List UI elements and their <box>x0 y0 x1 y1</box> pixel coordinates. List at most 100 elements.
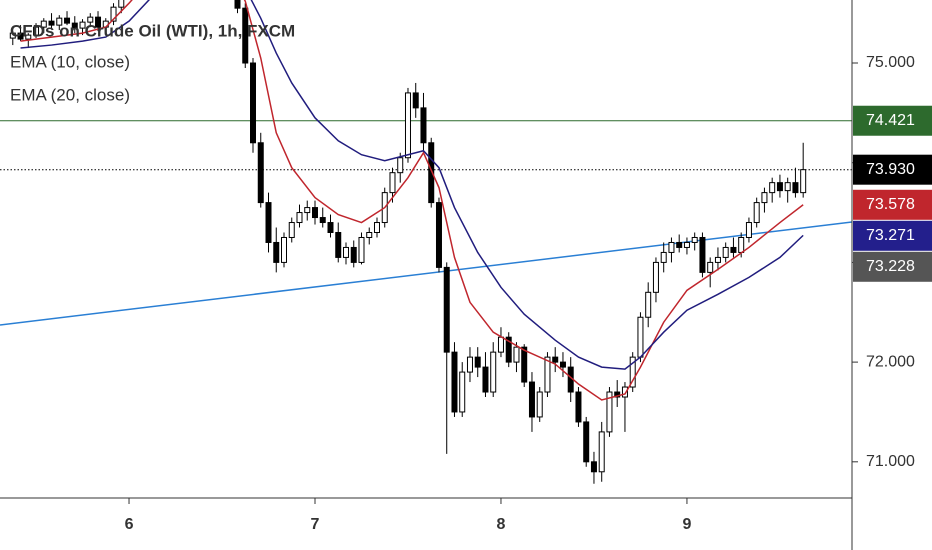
candle-body <box>552 356 559 363</box>
candle-body <box>87 16 94 23</box>
candle-body <box>95 16 102 28</box>
candle-body <box>435 202 442 268</box>
candle-body <box>668 241 675 253</box>
candle-body <box>335 231 342 258</box>
candle-body <box>350 246 357 263</box>
candle-body <box>606 391 613 433</box>
y-tick-label: 75.000 <box>866 54 915 71</box>
candle-body <box>443 266 450 353</box>
price-label-bg <box>853 105 932 136</box>
candle-body <box>714 256 721 263</box>
trend-line <box>0 221 852 326</box>
candle-body <box>79 21 86 29</box>
candle-body <box>459 371 466 413</box>
price-label-bg <box>853 251 932 282</box>
candle-body <box>753 202 760 224</box>
candle-body <box>629 356 636 388</box>
candle-body <box>505 336 512 363</box>
candle-body <box>544 356 551 393</box>
candle-body <box>761 192 768 204</box>
candle-body <box>64 17 71 24</box>
candle-body <box>652 261 659 293</box>
ema-line <box>20 0 804 401</box>
candle-body <box>40 20 47 28</box>
candle-body <box>598 431 605 473</box>
candle-body <box>490 351 497 393</box>
x-tick-label: 8 <box>497 516 506 533</box>
candle-body <box>48 20 55 26</box>
candle-body <box>792 182 799 194</box>
candle-body <box>614 391 621 398</box>
candle-body <box>71 22 78 29</box>
price-label: 73.578 <box>866 196 915 213</box>
candle-body <box>327 222 334 233</box>
candle-body <box>257 142 264 204</box>
legend-ema10: EMA (10, close) <box>10 52 130 71</box>
legend-ema20: EMA (20, close) <box>10 85 130 104</box>
candle-body <box>738 236 745 253</box>
ema-line <box>20 0 804 370</box>
price-label: 73.271 <box>866 227 915 244</box>
candle-body <box>707 261 714 273</box>
candle-body <box>296 212 303 224</box>
candle-body <box>800 169 807 194</box>
candle-body <box>683 241 690 248</box>
candle-body <box>118 0 125 8</box>
candle-body <box>420 107 427 144</box>
candle-body <box>776 182 783 192</box>
candle-body <box>311 207 318 219</box>
candle-body <box>482 366 489 393</box>
candle-body <box>110 6 117 22</box>
price-label-bg <box>853 154 932 185</box>
candle-body <box>784 182 791 192</box>
candle-body <box>583 421 590 463</box>
candle-body <box>528 381 535 418</box>
candle-body <box>265 202 272 243</box>
x-tick-label: 9 <box>682 516 691 533</box>
candle-body <box>281 236 287 263</box>
candle-body <box>404 92 411 159</box>
candle-body <box>25 34 32 40</box>
price-label: 73.228 <box>866 258 915 275</box>
candle-body <box>637 316 644 358</box>
candle-body <box>730 246 737 253</box>
candle-body <box>699 236 706 273</box>
candle-body <box>9 32 16 39</box>
candle-body <box>389 172 396 194</box>
candle-body <box>288 222 295 238</box>
candle-body <box>358 236 365 263</box>
candle-body <box>56 17 63 26</box>
candle-body <box>769 182 776 194</box>
candle-body <box>474 356 481 368</box>
candle-body <box>33 26 40 36</box>
candle-body <box>559 361 566 368</box>
candle-body <box>691 236 698 243</box>
plot-area <box>0 0 852 484</box>
y-tick-label: 71.000 <box>866 453 915 470</box>
y-tick-label: 72.000 <box>866 353 915 370</box>
candle-body <box>234 0 241 9</box>
candle-body <box>722 246 729 258</box>
candle-body <box>366 231 373 238</box>
candle-body <box>590 461 597 473</box>
x-tick-label: 6 <box>125 516 134 533</box>
candle-body <box>242 7 249 64</box>
candle-body <box>513 346 520 363</box>
price-label-bg <box>853 189 932 220</box>
candle-body <box>536 391 543 418</box>
candle-body <box>397 157 404 174</box>
candle-body <box>645 291 652 318</box>
candle-body <box>319 217 326 224</box>
candle-body <box>342 246 349 258</box>
candle-body <box>466 356 473 373</box>
candle-body <box>660 251 667 263</box>
candle-body <box>412 92 419 109</box>
candle-body <box>745 222 752 238</box>
candle-body <box>250 62 257 144</box>
candle-body <box>17 32 24 40</box>
candle-body <box>373 222 380 233</box>
candle-body <box>575 391 582 423</box>
price-label-bg <box>853 220 932 251</box>
candle-body <box>497 336 504 353</box>
